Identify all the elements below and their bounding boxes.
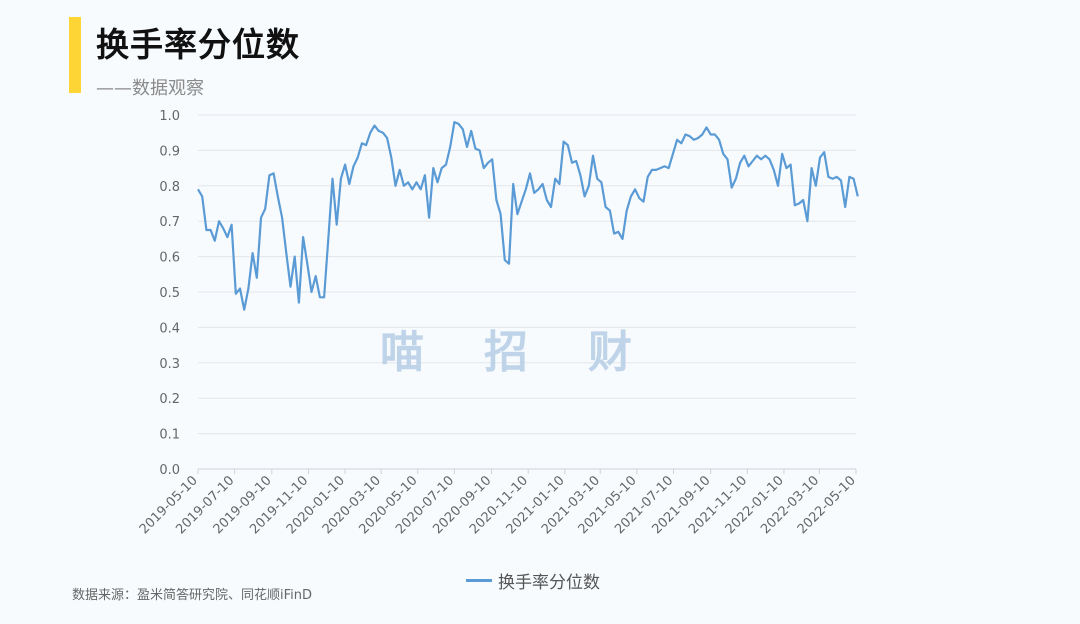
source-note: 数据来源：盈米简答研究院、同花顺iFinD — [72, 588, 313, 603]
y-tick-label: 0.9 — [159, 144, 180, 159]
y-tick-label: 1.0 — [159, 109, 180, 124]
y-tick-label: 0.5 — [159, 286, 180, 301]
y-tick-label: 0.3 — [159, 357, 180, 372]
page-title: 换手率分位数 — [96, 25, 300, 64]
page-subtitle: ——数据观察 — [96, 78, 204, 99]
watermark: 喵招财 — [380, 327, 692, 378]
legend-label: 换手率分位数 — [498, 573, 600, 593]
series-line — [197, 120, 859, 311]
y-tick-label: 0.0 — [159, 463, 180, 478]
y-tick-label: 0.6 — [159, 251, 180, 266]
legend: 换手率分位数 — [466, 568, 600, 593]
accent-bar — [69, 17, 81, 93]
y-tick-label: 0.4 — [159, 321, 180, 336]
y-tick-label: 0.1 — [159, 428, 180, 443]
legend-swatch — [466, 579, 492, 582]
y-tick-label: 0.2 — [159, 392, 180, 407]
y-tick-label: 0.7 — [159, 215, 180, 230]
y-tick-label: 0.8 — [159, 180, 180, 195]
